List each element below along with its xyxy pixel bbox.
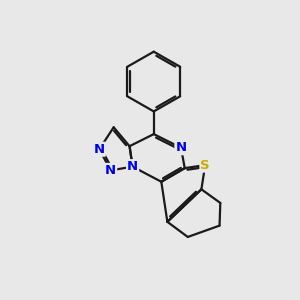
Text: N: N <box>176 141 187 154</box>
Text: S: S <box>200 159 210 172</box>
Text: N: N <box>94 143 105 156</box>
Text: N: N <box>127 160 138 173</box>
Text: N: N <box>105 164 116 177</box>
